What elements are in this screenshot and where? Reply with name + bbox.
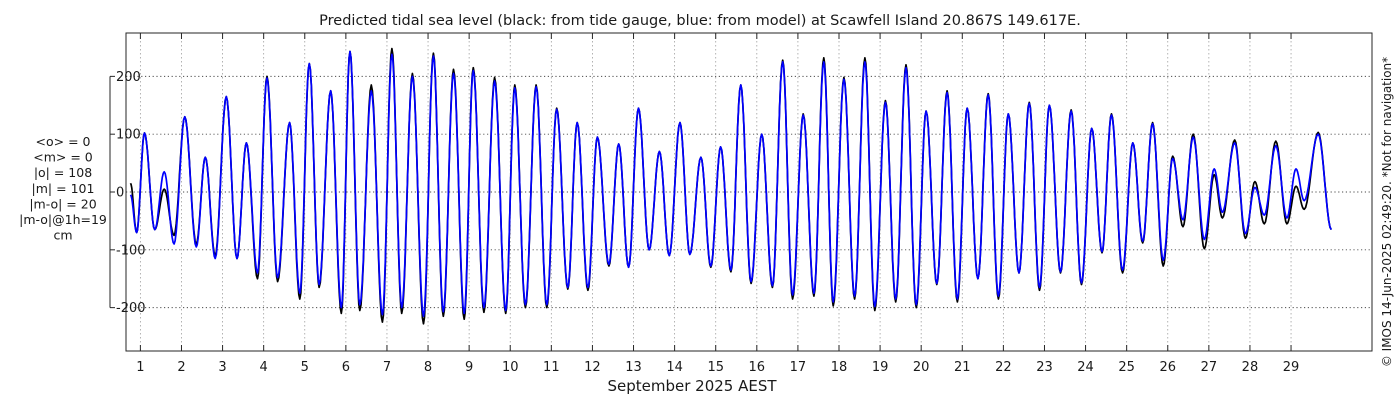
chart-title: Predicted tidal sea level (black: from t… <box>319 13 1081 29</box>
x-tick-label: 3 <box>218 360 226 375</box>
x-tick-label: 26 <box>1159 360 1176 375</box>
stat-line: |m| = 101 <box>32 181 95 196</box>
statistics-panel: <o> = 0<m> = 0|o| = 108|m| = 101|m-o| = … <box>19 134 107 243</box>
grid-lines <box>126 33 1372 351</box>
x-tick-label: 24 <box>1077 360 1094 375</box>
y-tick-label: -100 <box>116 243 146 258</box>
x-tick-label: 17 <box>790 360 807 375</box>
series-layer <box>129 47 1333 325</box>
stat-line: |m-o| = 20 <box>29 196 96 211</box>
y-tick-label: 0 <box>116 186 124 201</box>
x-tick-label: 18 <box>831 360 848 375</box>
copyright-credit: © IMOS 14-Jun-2025 02:49:20. *Not for na… <box>1380 57 1394 367</box>
y-tick-label: 200 <box>116 70 141 85</box>
stat-line: <m> = 0 <box>33 150 93 165</box>
y-tick-label: 100 <box>116 128 141 143</box>
x-tick-label: 9 <box>465 360 473 375</box>
x-tick-label: 27 <box>1201 360 1218 375</box>
plot-frame <box>125 32 1373 352</box>
series-line-model <box>129 50 1333 318</box>
x-tick-label: 19 <box>872 360 889 375</box>
series-line-tide-gauge <box>129 47 1333 325</box>
x-axis-label: September 2025 AEST <box>607 377 777 395</box>
x-tick-label: 5 <box>301 360 309 375</box>
x-tick-label: 25 <box>1118 360 1135 375</box>
x-tick-label: 14 <box>666 360 683 375</box>
stat-line: cm <box>53 228 72 243</box>
x-tick-label: 15 <box>707 360 724 375</box>
x-tick-label: 29 <box>1283 360 1300 375</box>
x-tick-label: 10 <box>502 360 519 375</box>
x-tick-label: 8 <box>424 360 432 375</box>
x-tick-label: 12 <box>584 360 601 375</box>
x-tick-label: 23 <box>1036 360 1053 375</box>
stat-line: |o| = 108 <box>34 165 92 180</box>
y-tick-label: -200 <box>116 301 146 316</box>
x-tick-label: 16 <box>749 360 766 375</box>
x-tick-label: 6 <box>342 360 350 375</box>
stat-line: <o> = 0 <box>36 134 91 149</box>
x-tick-label: 21 <box>954 360 971 375</box>
stat-line: |m-o|@1h=19 <box>19 212 107 227</box>
x-tick-label: 2 <box>177 360 185 375</box>
x-tick-label: 20 <box>913 360 930 375</box>
x-tick-label: 7 <box>383 360 391 375</box>
x-tick-label: 22 <box>995 360 1012 375</box>
x-tick-label: 13 <box>625 360 642 375</box>
x-tick-label: 28 <box>1242 360 1259 375</box>
axes: 1 2 3 4 5 6 7 8 9 10 11 12 13 14 15 16 17 18 19 20 21 22 23 24 2… <box>109 32 1373 375</box>
x-tick-label: 11 <box>543 360 560 375</box>
x-tick-label: 1 <box>136 360 144 375</box>
x-tick-label: 4 <box>260 360 268 375</box>
